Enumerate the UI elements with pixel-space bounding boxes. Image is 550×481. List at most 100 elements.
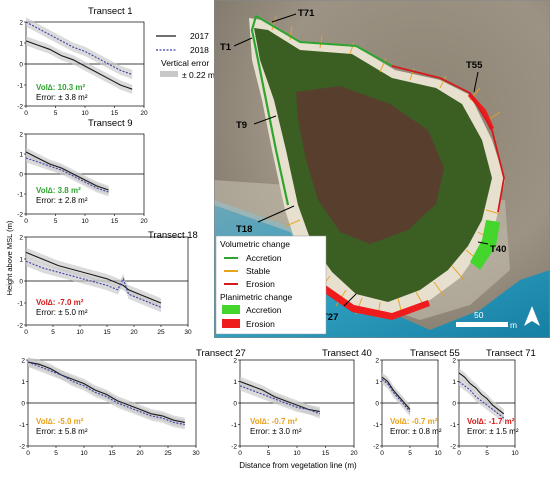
legend-erosion-label: Erosion	[246, 279, 275, 289]
x-tick-label: 30	[184, 329, 192, 336]
map-label-t18: T18	[236, 224, 252, 235]
map-planimetric-erosion-south	[320, 284, 430, 320]
legend-title-planimetric: Planimetric change	[220, 292, 293, 302]
y-tick-label: 0	[19, 62, 23, 69]
x-tick-label: 0	[26, 450, 30, 457]
x-tick-label: 5	[54, 110, 58, 117]
volume-change-label: Vol∆: 3.8 m²	[36, 186, 81, 195]
series-line-2018	[381, 378, 411, 412]
map-interior-lagoon	[296, 86, 444, 244]
legend-error-swatch	[160, 71, 178, 77]
line-legend: 2017 2018 Vertical error ± 0.22 m	[156, 31, 215, 80]
chart-title: Transect 18	[148, 230, 198, 241]
volume-change-label: Vol∆: -0.7 m²	[250, 417, 298, 426]
error-band-2018	[26, 17, 133, 80]
y-tick-label: -1	[231, 422, 237, 429]
y-tick-label: -1	[17, 192, 23, 199]
x-tick-label: 10	[80, 450, 88, 457]
map-outline-erosion	[391, 65, 505, 213]
y-tick-label: 1	[233, 379, 237, 386]
x-tick-label: 15	[322, 450, 330, 457]
series-line-2018	[25, 157, 109, 193]
y-tick-label: 0	[375, 401, 379, 408]
y-tick-label: 1	[375, 379, 379, 386]
x-tick-label: 0	[24, 110, 28, 117]
x-tick-label: 5	[267, 450, 271, 457]
x-tick-label: 30	[192, 450, 200, 457]
y-tick-label: 1	[19, 257, 23, 264]
error-label: Error: ± 2.8 m²	[36, 196, 88, 205]
x-tick-label: 20	[136, 450, 144, 457]
y-tick-label: 2	[19, 20, 23, 27]
chart-title: Transect 40	[322, 348, 372, 359]
x-tick-label: 0	[238, 450, 242, 457]
series-line-2017	[27, 361, 185, 423]
series-line-2018	[458, 381, 505, 419]
error-band-2018	[240, 381, 320, 419]
y-tick-label: -1	[19, 422, 25, 429]
series-line-2018	[239, 385, 320, 415]
scale-bar-unit: m	[510, 320, 517, 330]
error-label: Error: ± 5.0 m²	[36, 308, 88, 317]
y-tick-label: 2	[375, 358, 379, 365]
x-tick-label: 5	[485, 450, 489, 457]
x-tick-label: 20	[130, 329, 138, 336]
map-change-legend: Volumetric change Accretion Stable Erosi…	[215, 235, 327, 335]
error-band-2018	[459, 376, 504, 423]
map-label-t40: T40	[490, 244, 506, 255]
chart-title: Transect 27	[196, 348, 246, 359]
map-scale-bar: 50 m	[456, 310, 517, 330]
series-line-2018	[25, 21, 133, 76]
scale-bar-value: 50	[474, 310, 484, 320]
series-line-2017	[458, 372, 505, 415]
series-line-2017	[25, 40, 133, 90]
volume-change-label: Vol∆: 10.3 m²	[36, 83, 86, 92]
x-tick-label: 20	[350, 450, 358, 457]
scale-bar	[456, 322, 508, 327]
y-tick-label: -1	[450, 422, 456, 429]
chart-title: Transect 9	[88, 118, 133, 129]
error-label: Error: ± 3.0 m²	[250, 427, 302, 436]
x-tick-label: 15	[111, 218, 119, 225]
y-tick-label: -1	[17, 301, 23, 308]
legend-label-2018: 2018	[190, 45, 209, 55]
y-tick-label: 0	[19, 279, 23, 286]
volume-change-label: Vol∆: -1.7 m²	[467, 417, 515, 426]
y-tick-label: 2	[19, 132, 23, 139]
series-line-2018	[27, 361, 185, 426]
x-tick-label: 5	[54, 450, 58, 457]
legend-stable-label: Stable	[246, 266, 270, 276]
map-label-t71: T71	[298, 8, 315, 19]
volume-change-label: Vol∆: -7.0 m²	[36, 298, 84, 307]
y-tick-label: -2	[17, 104, 23, 111]
x-tick-label: 0	[457, 450, 461, 457]
y-tick-label: 2	[233, 358, 237, 365]
map-label-t55: T55	[466, 60, 483, 71]
chart-title: Transect 55	[410, 348, 460, 359]
y-tick-label: -2	[19, 444, 25, 451]
x-tick-label: 15	[108, 450, 116, 457]
y-tick-label: 0	[19, 172, 23, 179]
error-label: Error: ± 0.8 m²	[390, 427, 442, 436]
y-tick-label: 1	[21, 379, 25, 386]
x-tick-label: 10	[81, 218, 89, 225]
y-tick-label: 0	[452, 401, 456, 408]
transect-chart-7: -2 -1 0 1 2 0 5 10 Transect 71 Vol∆: -1.7 m²Error…	[450, 348, 536, 457]
series-line-2018	[25, 260, 162, 308]
error-label: Error: ± 1.5 m²	[467, 427, 519, 436]
x-tick-label: 10	[293, 450, 301, 457]
y-tick-label: -2	[17, 323, 23, 330]
x-tick-label: 20	[140, 218, 148, 225]
legend-title-volumetric: Volumetric change	[220, 239, 290, 249]
volume-change-label: Vol∆: -5.0 m²	[36, 417, 84, 426]
map-label-t27: T27	[322, 312, 338, 323]
x-tick-label: 5	[54, 218, 58, 225]
error-band-2018	[26, 256, 161, 313]
legend-label-2017: 2017	[190, 31, 209, 41]
x-tick-label: 0	[24, 329, 28, 336]
